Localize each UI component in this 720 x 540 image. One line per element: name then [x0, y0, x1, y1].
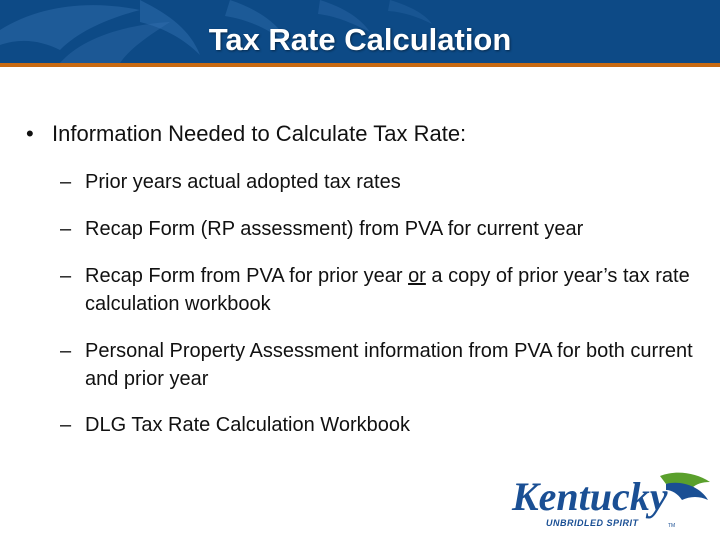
dash-icon: – [60, 265, 72, 287]
logo-trademark: TM [668, 523, 675, 529]
logo-tagline: UNBRIDLED SPIRIT [546, 518, 640, 528]
sub-item-text: Personal Property Assessment information… [85, 340, 693, 390]
dash-icon: – [60, 171, 72, 193]
horse-head-icon [666, 482, 708, 500]
slide-header: Tax Rate Calculation [0, 0, 720, 63]
dash-icon: – [60, 218, 72, 240]
kentucky-logo: Kentucky UNBRIDLED SPIRIT TM [511, 472, 710, 529]
dash-icon: – [60, 340, 72, 362]
sub-item-text-part: a copy of prior year’s tax rate calculat… [85, 265, 690, 315]
underlined-or: or [408, 265, 426, 287]
sub-item-text: Prior years actual adopted tax rates [85, 171, 401, 193]
sub-item-text: DLG Tax Rate Calculation Workbook [85, 414, 410, 436]
bullet-dot-icon: • [26, 121, 34, 146]
dash-icon: – [60, 414, 72, 436]
logo-wordmark: Kentucky [511, 474, 668, 519]
slide-title: Tax Rate Calculation [208, 22, 512, 57]
horse-mane-icon [660, 472, 710, 488]
sub-item-text-part: Recap Form from PVA for prior year [85, 265, 409, 287]
header-flourish [0, 0, 432, 63]
sub-item-text: Recap Form from PVA for prior year or a … [85, 262, 695, 318]
sub-item-text: Recap Form (RP assessment) from PVA for … [85, 218, 584, 240]
main-bullet-text: Information Needed to Calculate Tax Rate… [52, 121, 467, 146]
header-accent-stripe [0, 63, 720, 67]
